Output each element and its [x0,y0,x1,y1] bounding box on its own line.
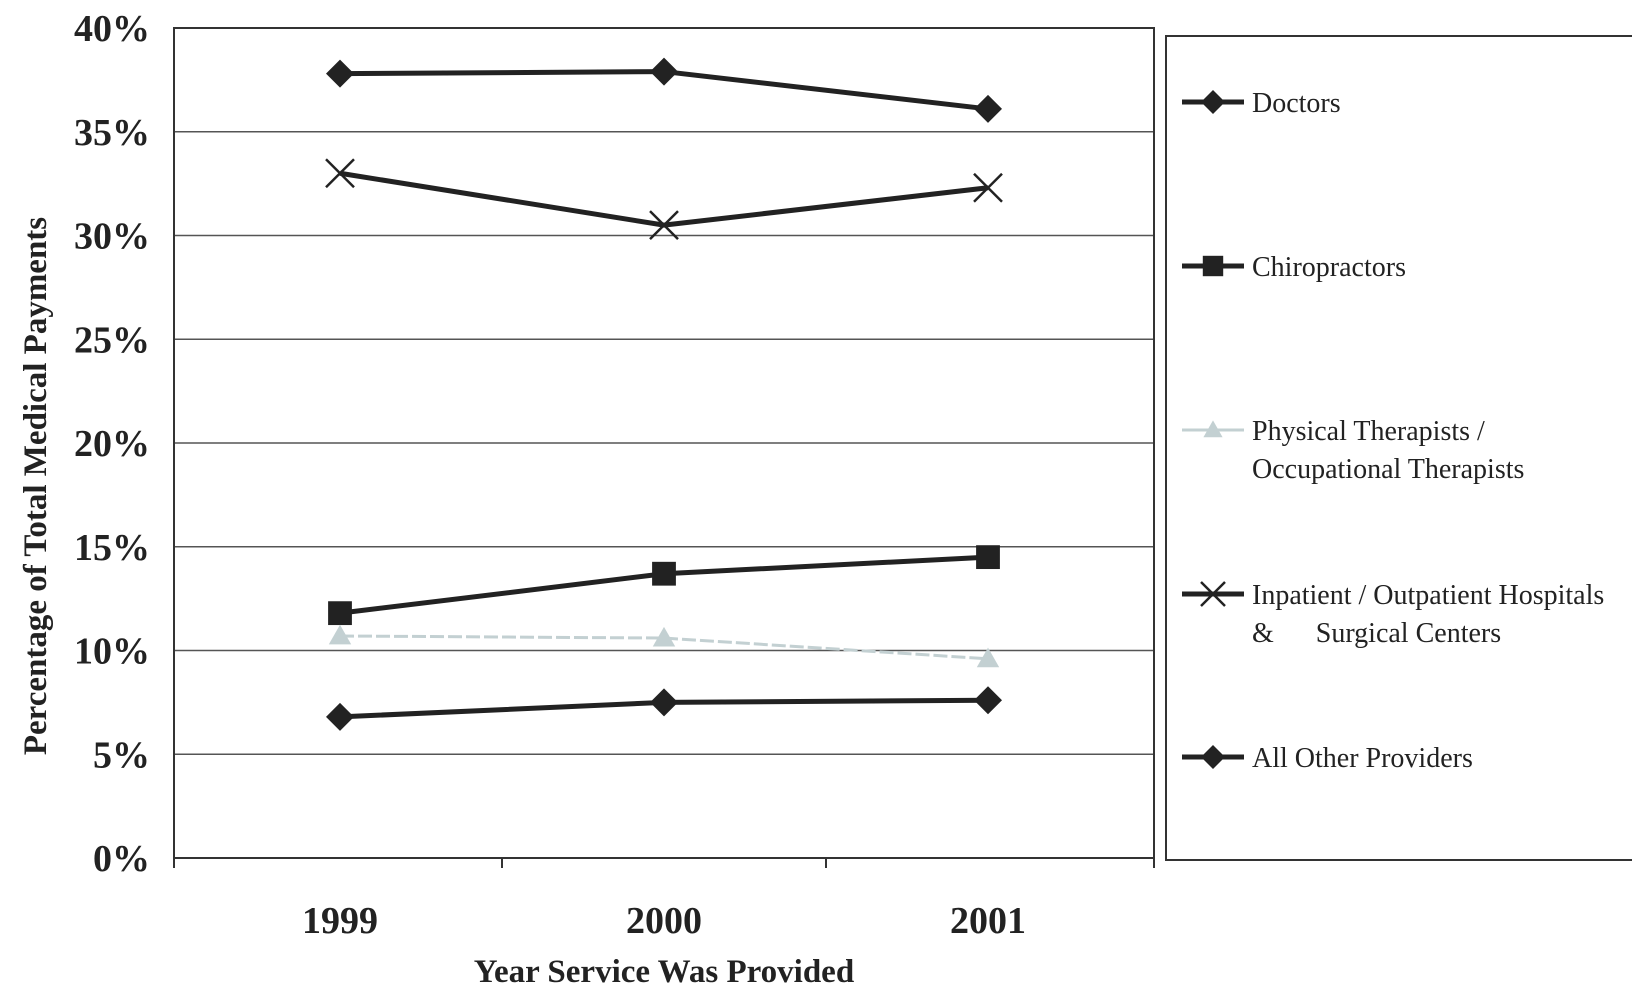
series [326,686,1002,731]
y-tick-label: 15% [74,527,150,569]
legend-label: All Other Providers [1252,743,1473,774]
y-tick-label: 5% [93,734,150,776]
legend-entry: Doctors [1182,88,1341,119]
data-point [652,626,676,647]
legend-entry: Inpatient / Outpatient Hospitals & Surgic… [1182,580,1604,649]
data-point [652,561,676,586]
legend-marker [1203,420,1223,438]
y-tick-label: 0% [93,838,150,880]
legend-label: & Surgical Centers [1252,618,1501,649]
y-tick-label: 10% [74,631,150,673]
legend-marker [1201,90,1225,114]
legend-label: Chiropractors [1252,252,1406,283]
legend-marker [1200,581,1226,607]
y-tick-labels: 0% 5% 10% 15% 20% 25% 30% 35% 40% [74,8,150,880]
x-axis-ticks [173,858,1155,868]
data-point [650,57,678,86]
legend: Doctors Chiropractors Physical Therapists … [1165,35,1632,861]
series-lines [325,57,1003,731]
data-point [650,688,678,717]
y-tick-label: 20% [74,423,150,465]
x-tick-label: 1999 [302,900,378,942]
data-point [326,702,354,731]
legend-marker [1201,745,1225,769]
legend-frame [1165,35,1632,861]
legend-entries: Doctors Chiropractors Physical Therapists … [1182,88,1604,774]
x-tick-labels: 1999 2000 2001 [302,900,1026,942]
data-point [974,94,1002,123]
y-axis-title: Percentage of Total Medical Payments [18,217,54,755]
legend-label: Physical Therapists / [1252,416,1485,447]
legend-label: Doctors [1252,88,1341,119]
data-point [325,158,355,189]
data-point [974,686,1002,715]
x-tick-label: 2000 [626,900,702,942]
y-tick-label: 30% [74,216,150,258]
data-point [973,172,1003,203]
y-tick-label: 40% [74,8,150,50]
legend-entry: All Other Providers [1182,743,1473,774]
data-point [649,210,679,241]
gridlines [174,131,1154,755]
data-point [328,624,352,645]
series [326,57,1002,123]
legend-entry: Chiropractors [1182,252,1406,283]
data-point [976,647,1000,668]
legend-label: Inpatient / Outpatient Hospitals [1252,580,1604,611]
data-point [976,545,1000,570]
legend-label: Occupational Therapists [1252,454,1524,485]
data-point [328,601,352,626]
legend-marker [1202,255,1224,277]
x-axis-title: Year Service Was Provided [474,954,854,988]
series [325,158,1003,241]
y-tick-label: 35% [74,112,150,154]
series-line [339,170,989,228]
series [328,624,1000,668]
data-point [326,59,354,88]
y-tick-label: 25% [74,319,150,361]
x-tick-label: 2001 [950,900,1026,942]
plot-area-frame [173,27,1155,859]
legend-entry: Physical Therapists / Occupational Therap… [1182,416,1524,485]
series [328,545,1000,626]
